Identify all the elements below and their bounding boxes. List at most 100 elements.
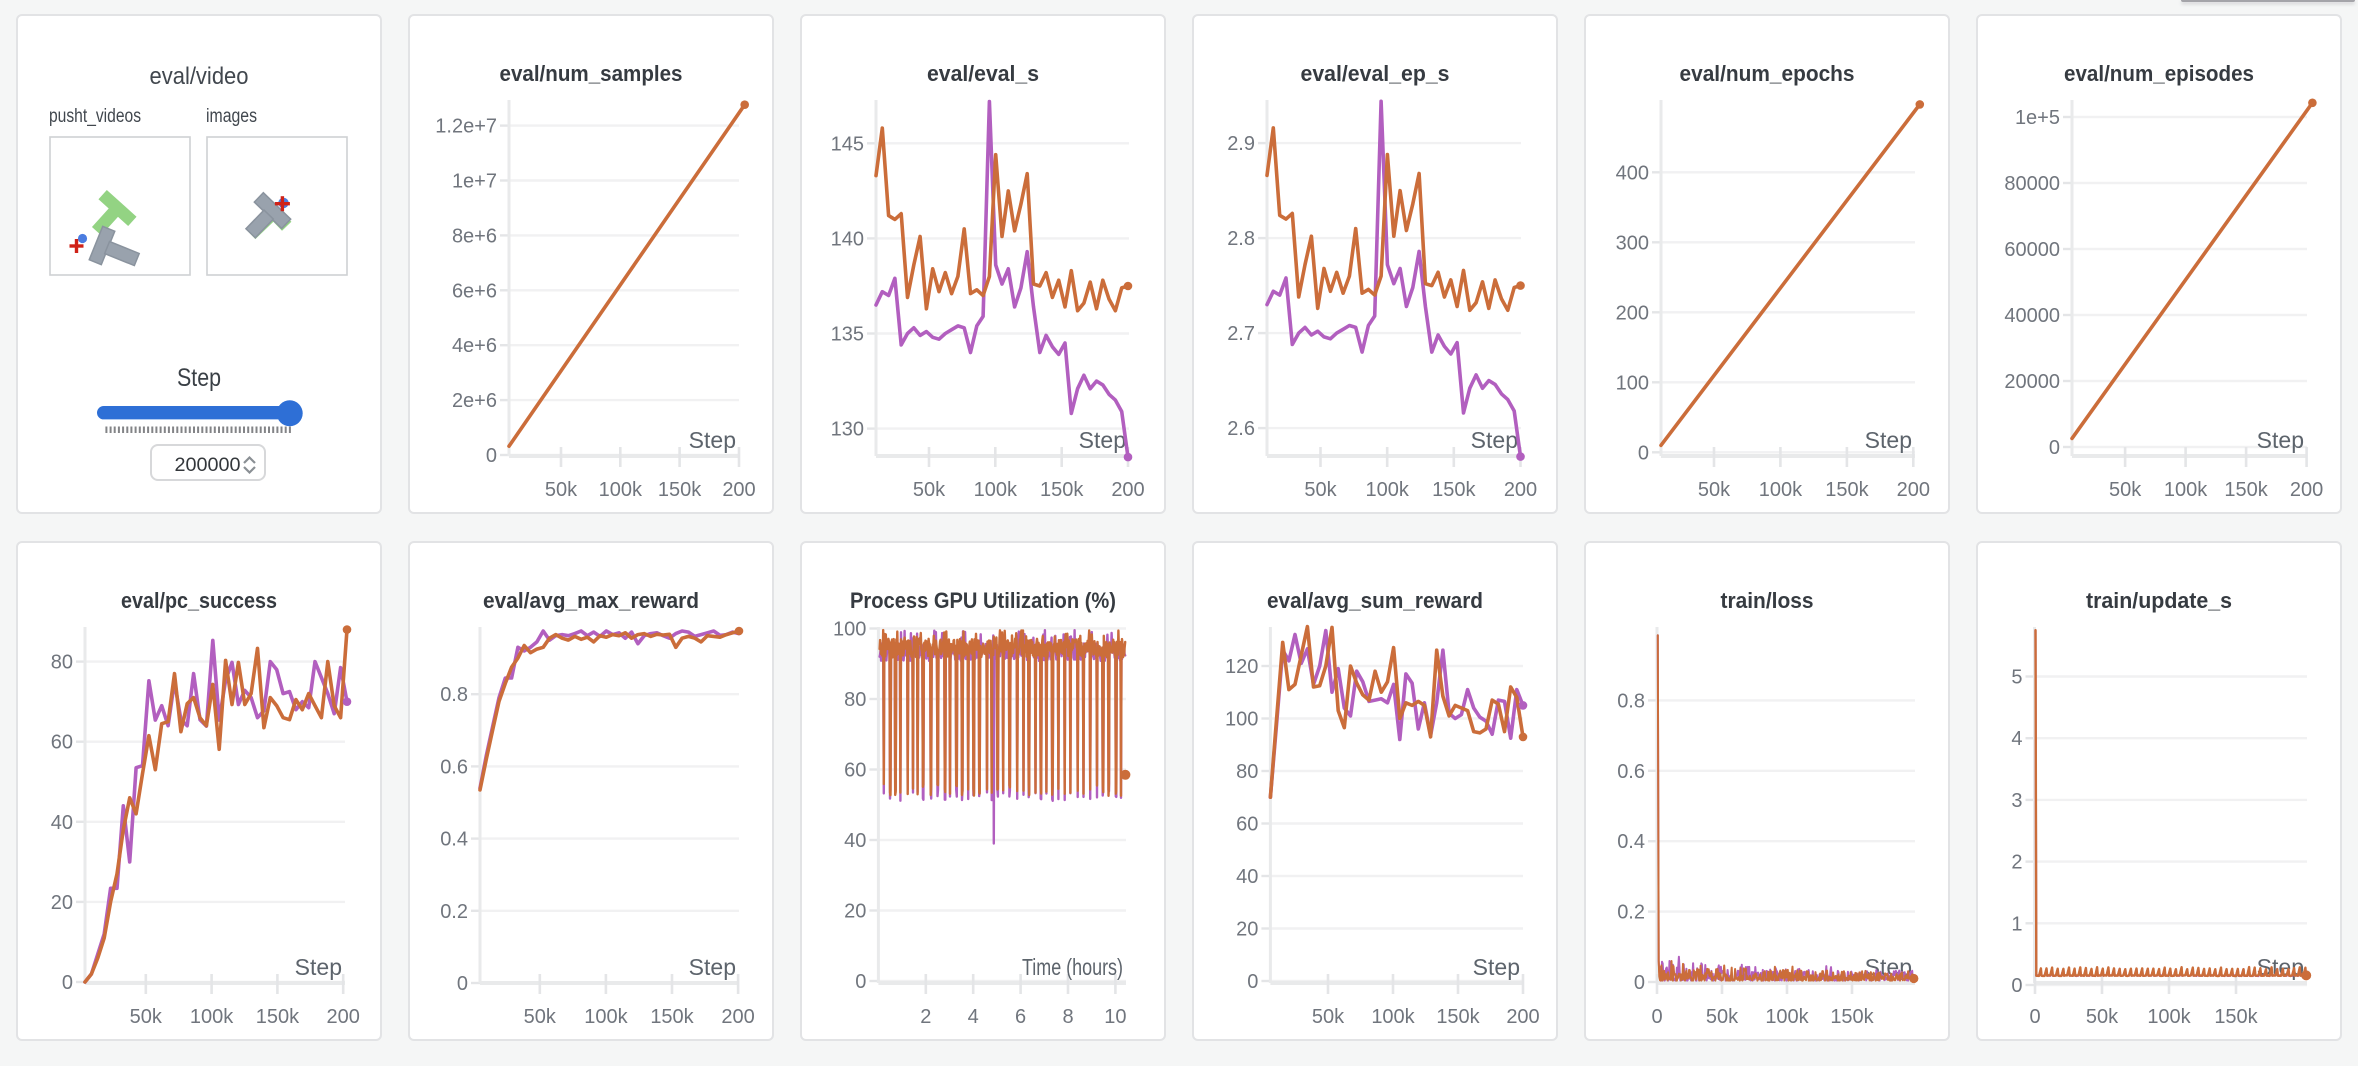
svg-text:eval/avg_max_reward: eval/avg_max_reward — [483, 588, 699, 613]
svg-text:0.8: 0.8 — [440, 684, 468, 706]
svg-text:1.2e+7: 1.2e+7 — [435, 116, 497, 138]
svg-text:5: 5 — [2011, 667, 2022, 689]
svg-text:50k: 50k — [1312, 1006, 1345, 1028]
svg-text:0.2: 0.2 — [440, 901, 468, 923]
svg-text:20000: 20000 — [2004, 371, 2060, 393]
svg-text:100k: 100k — [1765, 1006, 1809, 1028]
svg-text:2.6: 2.6 — [1227, 418, 1255, 440]
svg-text:Step: Step — [1473, 954, 1520, 980]
svg-text:200000: 200000 — [175, 454, 241, 476]
svg-text:100k: 100k — [190, 1006, 234, 1028]
svg-text:300: 300 — [1616, 232, 1649, 254]
svg-text:200: 200 — [721, 1006, 754, 1028]
svg-text:20: 20 — [51, 892, 73, 914]
svg-text:150k: 150k — [650, 1006, 694, 1028]
svg-text:Step: Step — [1865, 427, 1912, 453]
svg-text:150k: 150k — [256, 1006, 300, 1028]
svg-text:40: 40 — [1236, 866, 1258, 888]
svg-text:train/update_s: train/update_s — [2086, 588, 2232, 613]
svg-text:400: 400 — [1616, 162, 1649, 184]
svg-text:200: 200 — [1504, 479, 1537, 501]
svg-text:Step: Step — [1079, 427, 1126, 453]
svg-text:150k: 150k — [2224, 479, 2268, 501]
svg-text:150k: 150k — [1040, 479, 1084, 501]
svg-text:8e+6: 8e+6 — [452, 225, 497, 247]
svg-text:0: 0 — [855, 971, 866, 993]
svg-text:0.4: 0.4 — [1617, 831, 1645, 853]
svg-text:50k: 50k — [1706, 1006, 1739, 1028]
svg-text:40: 40 — [51, 812, 73, 834]
svg-text:eval/video: eval/video — [150, 63, 249, 90]
svg-text:0.2: 0.2 — [1617, 902, 1645, 924]
svg-text:1e+7: 1e+7 — [452, 171, 497, 193]
svg-text:120: 120 — [1225, 656, 1258, 678]
svg-text:50k: 50k — [545, 479, 578, 501]
svg-text:100k: 100k — [1371, 1006, 1415, 1028]
svg-text:0: 0 — [62, 972, 73, 994]
svg-text:0.6: 0.6 — [1617, 761, 1645, 783]
svg-text:0: 0 — [2011, 975, 2022, 997]
svg-text:Step: Step — [689, 427, 736, 453]
svg-text:20: 20 — [1236, 919, 1258, 941]
svg-text:0: 0 — [1634, 972, 1645, 994]
svg-text:8: 8 — [1062, 1006, 1073, 1028]
svg-text:2: 2 — [2011, 852, 2022, 874]
svg-text:150k: 150k — [658, 479, 702, 501]
svg-text:60: 60 — [844, 760, 866, 782]
svg-text:2e+6: 2e+6 — [452, 390, 497, 412]
svg-text:Step: Step — [2257, 427, 2304, 453]
svg-text:60: 60 — [51, 732, 73, 754]
svg-text:40000: 40000 — [2004, 305, 2060, 327]
svg-text:Step: Step — [177, 364, 221, 392]
svg-text:6e+6: 6e+6 — [452, 280, 497, 302]
svg-text:Step: Step — [1471, 427, 1518, 453]
svg-text:eval/eval_ep_s: eval/eval_ep_s — [1301, 61, 1450, 86]
svg-text:2.8: 2.8 — [1227, 228, 1255, 250]
svg-text:50k: 50k — [130, 1006, 163, 1028]
svg-text:100: 100 — [1616, 372, 1649, 394]
svg-text:0: 0 — [2049, 437, 2060, 459]
svg-text:4: 4 — [968, 1006, 979, 1028]
svg-text:100: 100 — [1225, 709, 1258, 731]
svg-text:50k: 50k — [1304, 479, 1337, 501]
svg-text:Step: Step — [689, 954, 736, 980]
svg-text:60000: 60000 — [2004, 239, 2060, 261]
svg-text:eval/num_episodes: eval/num_episodes — [2064, 61, 2254, 86]
svg-text:2: 2 — [920, 1006, 931, 1028]
svg-text:100k: 100k — [2147, 1006, 2191, 1028]
svg-text:Time (hours): Time (hours) — [1022, 954, 1123, 980]
svg-text:80: 80 — [844, 689, 866, 711]
svg-text:200: 200 — [722, 479, 755, 501]
svg-text:0: 0 — [457, 973, 468, 995]
svg-text:eval/num_epochs: eval/num_epochs — [1680, 61, 1855, 86]
svg-text:100k: 100k — [599, 479, 643, 501]
svg-text:100: 100 — [833, 619, 866, 641]
svg-text:80000: 80000 — [2004, 173, 2060, 195]
svg-text:eval/eval_s: eval/eval_s — [927, 61, 1039, 86]
svg-text:145: 145 — [831, 133, 864, 155]
svg-text:50k: 50k — [1698, 479, 1731, 501]
svg-text:train/loss: train/loss — [1721, 588, 1814, 613]
svg-text:100k: 100k — [2164, 479, 2208, 501]
svg-text:1e+5: 1e+5 — [2015, 107, 2060, 129]
svg-text:0: 0 — [1638, 442, 1649, 464]
svg-text:10: 10 — [1104, 1006, 1126, 1028]
svg-text:6: 6 — [1015, 1006, 1026, 1028]
svg-text:20: 20 — [844, 901, 866, 923]
svg-text:150k: 150k — [1830, 1006, 1874, 1028]
svg-text:2.7: 2.7 — [1227, 323, 1255, 345]
svg-text:0: 0 — [1651, 1006, 1662, 1028]
svg-text:100k: 100k — [1366, 479, 1410, 501]
svg-text:1: 1 — [2011, 913, 2022, 935]
svg-text:130: 130 — [831, 419, 864, 441]
svg-text:40: 40 — [844, 830, 866, 852]
svg-text:50k: 50k — [524, 1006, 557, 1028]
svg-text:eval/num_samples: eval/num_samples — [500, 61, 683, 86]
svg-text:135: 135 — [831, 324, 864, 346]
svg-text:150k: 150k — [1436, 1006, 1480, 1028]
svg-text:0: 0 — [1247, 971, 1258, 993]
svg-text:200: 200 — [1111, 479, 1144, 501]
svg-text:0.4: 0.4 — [440, 829, 468, 851]
svg-text:Step: Step — [295, 954, 342, 980]
svg-text:150k: 150k — [1432, 479, 1476, 501]
